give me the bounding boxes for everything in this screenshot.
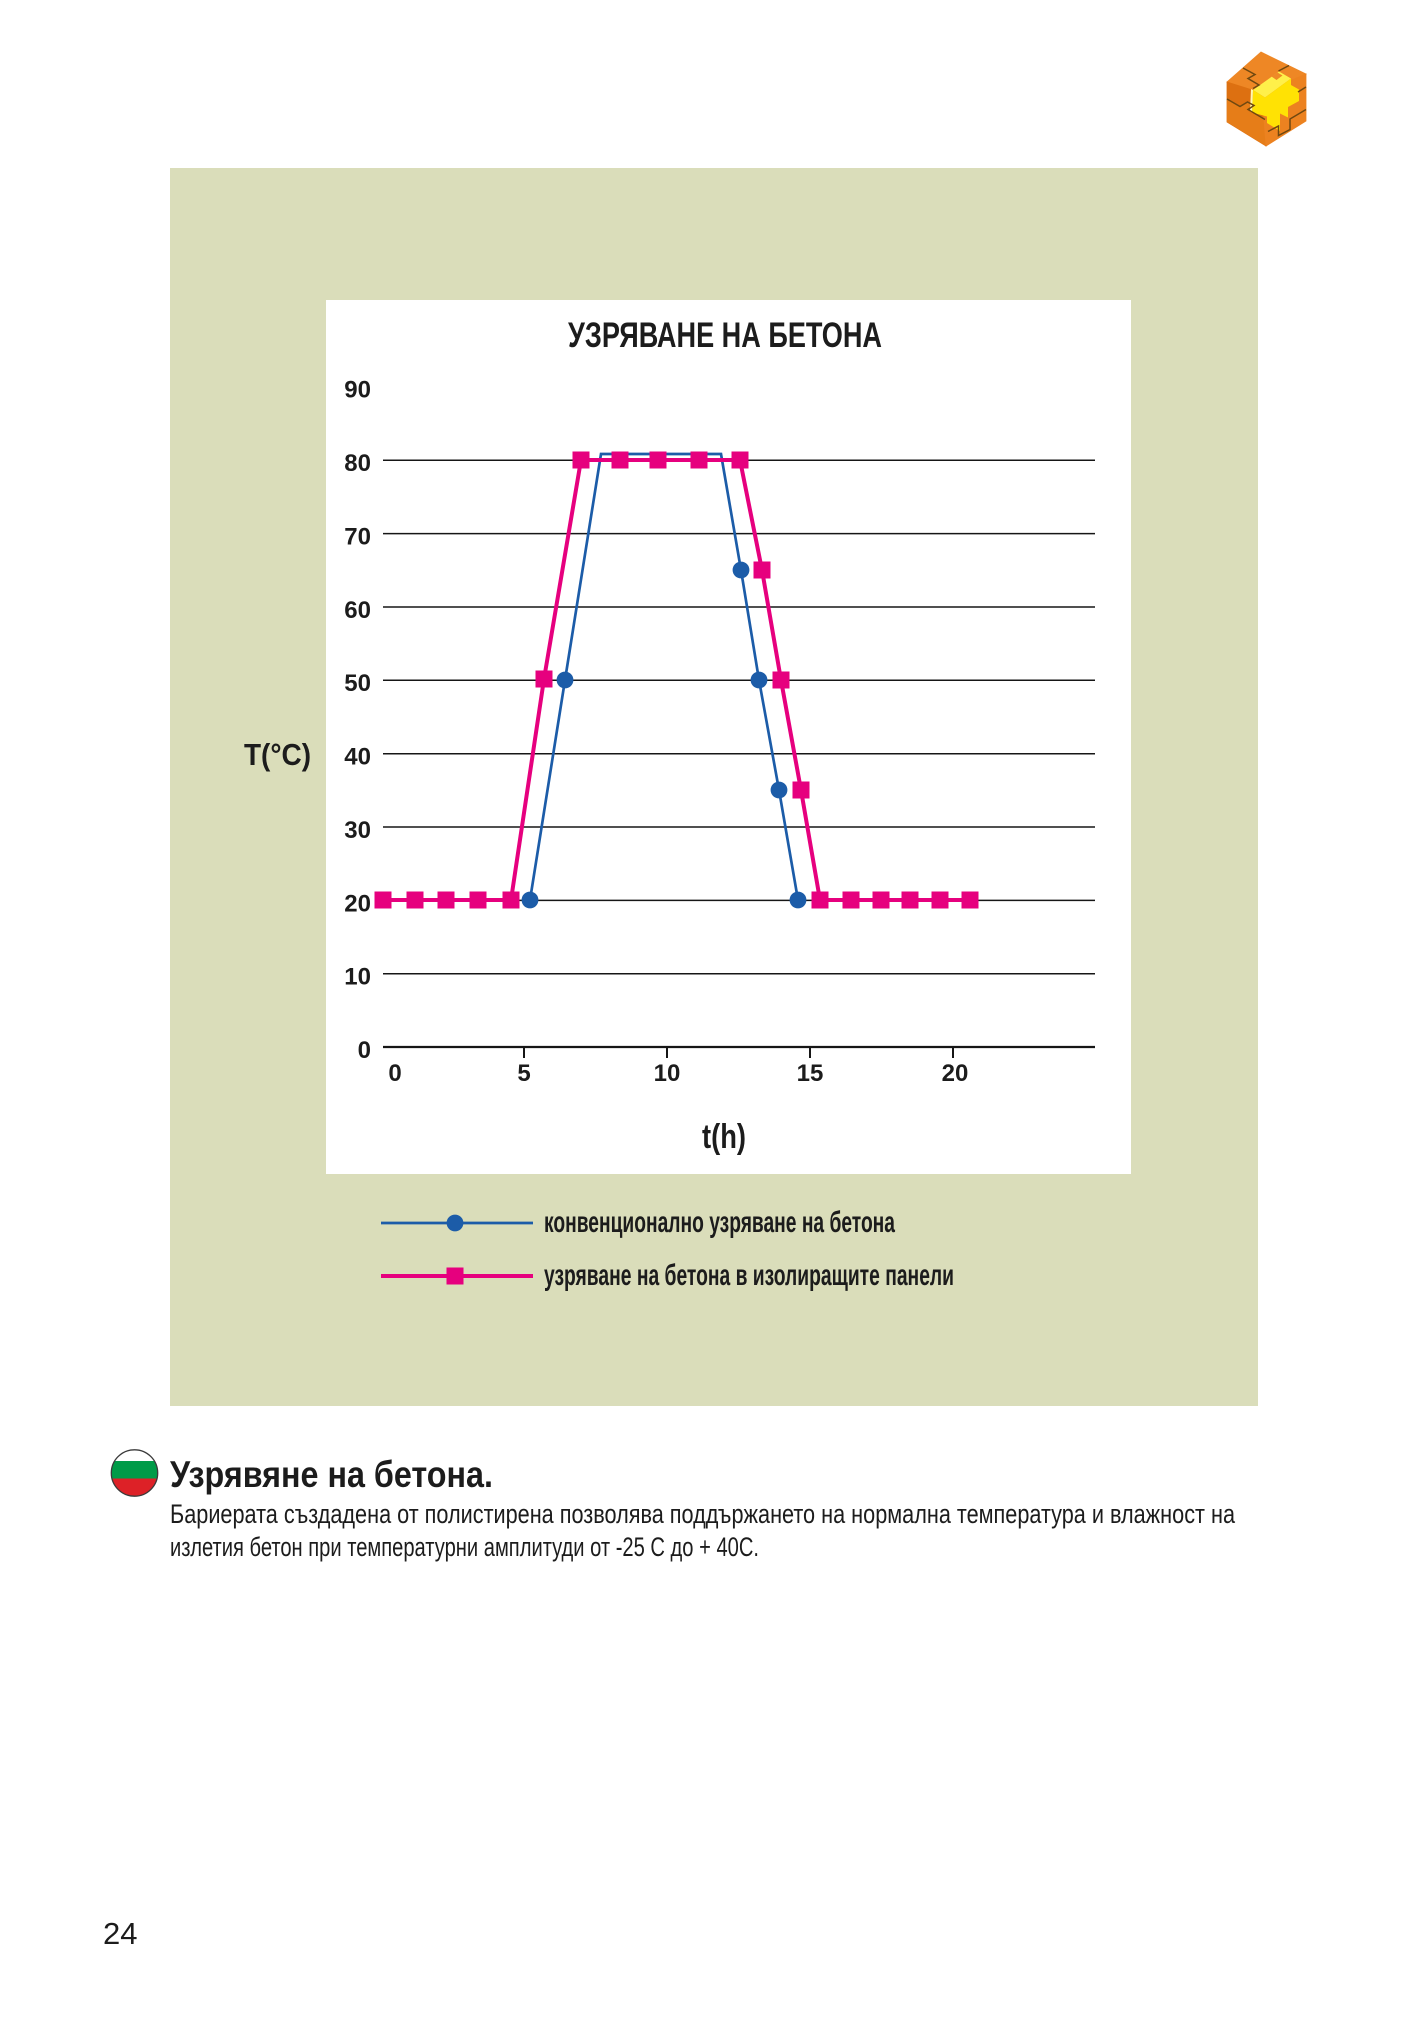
svg-text:Узрявяне на бетона.: Узрявяне на бетона. [170,1454,493,1495]
svg-text:УЗРЯВАНЕ НА БЕТОНА: УЗРЯВАНЕ НА БЕТОНА [568,316,882,355]
svg-text:Бариерата създадена от полисти: Бариерата създадена от полистирена позво… [170,1499,1236,1529]
svg-text:20: 20 [942,1060,969,1087]
svg-text:40: 40 [344,744,371,771]
svg-text:50: 50 [344,670,371,697]
svg-text:24: 24 [103,1916,137,1951]
svg-text:конвенционално узряване на бет: конвенционално узряване на бетона [544,1206,895,1239]
svg-text:t(h): t(h) [702,1118,746,1156]
svg-text:5: 5 [517,1060,530,1087]
svg-text:узряване на бетона в изолиращи: узряване на бетона в изолиращите панели [544,1259,954,1292]
svg-text:0: 0 [388,1060,401,1087]
svg-text:70: 70 [344,524,371,551]
svg-text:90: 90 [344,377,371,404]
svg-text:0: 0 [358,1037,371,1064]
svg-text:излетия бетон при температурни: излетия бетон при температурни амплитуди… [170,1532,759,1562]
svg-text:15: 15 [797,1060,824,1087]
svg-text:30: 30 [344,817,371,844]
svg-text:10: 10 [654,1060,681,1087]
svg-text:60: 60 [344,597,371,624]
svg-text:80: 80 [344,450,371,477]
svg-text:10: 10 [344,964,371,991]
svg-text:20: 20 [344,891,371,918]
svg-text:T(°C): T(°C) [244,737,311,772]
